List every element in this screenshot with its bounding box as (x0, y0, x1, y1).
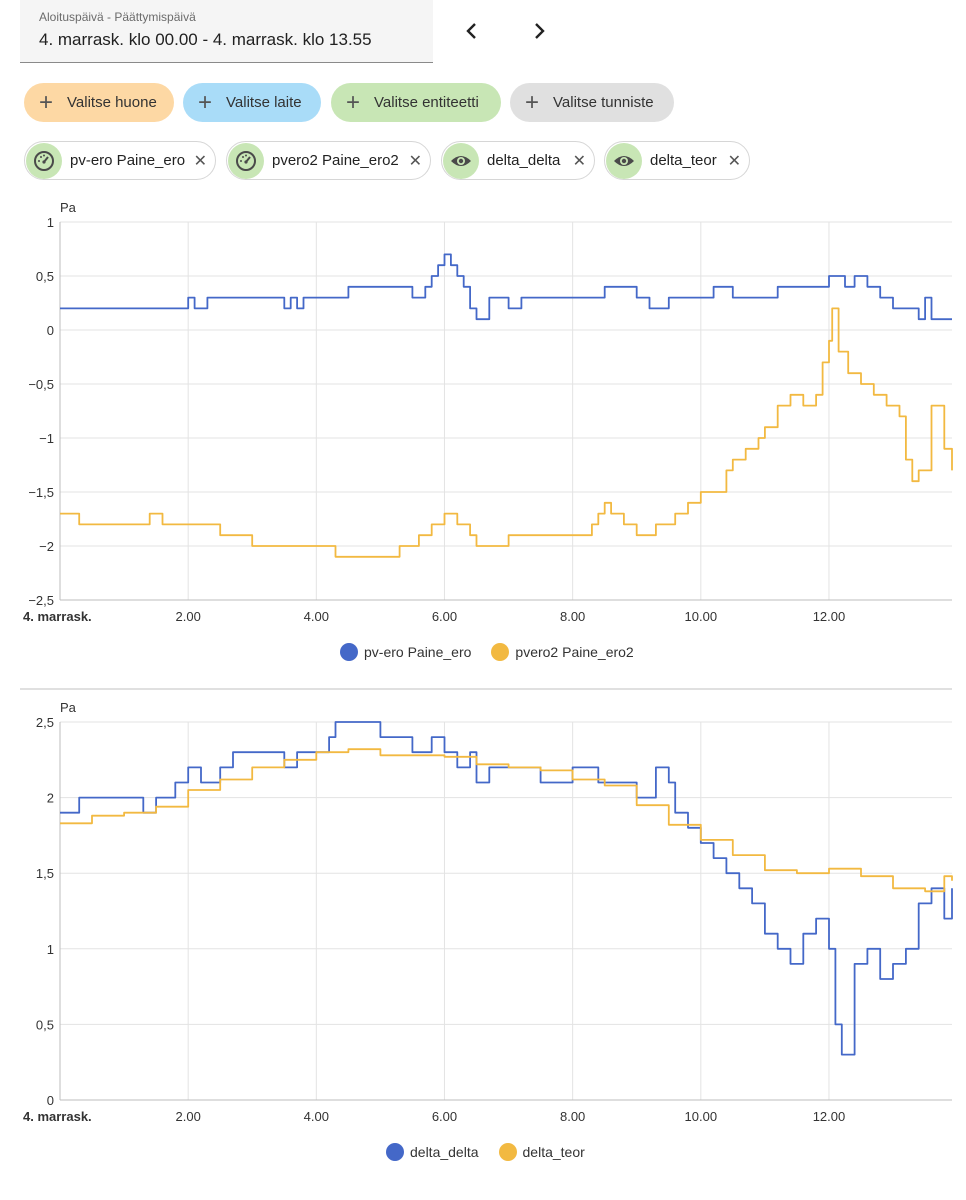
entity-label: pvero2 Paine_ero2 (272, 152, 399, 169)
close-icon[interactable]: ✕ (408, 153, 422, 170)
x-tick-label: 10.00 (685, 609, 718, 624)
gauge-icon (26, 142, 62, 179)
date-range-value: 4. marrask. klo 00.00 - 4. marrask. klo … (39, 30, 372, 49)
series-line-2[interactable] (60, 307, 953, 558)
select-entity-chip[interactable]: + Valitse entiteetti (331, 83, 501, 122)
x-tick-label: 4. marrask. (23, 1109, 92, 1124)
y-tick-label: 0,5 (36, 269, 54, 284)
x-tick-label: 12.00 (813, 1109, 846, 1124)
select-room-chip[interactable]: + Valitse huone (24, 83, 174, 122)
x-tick-label: 2.00 (176, 609, 201, 624)
legend-swatch (340, 643, 358, 661)
plus-icon: + (524, 88, 539, 116)
selected-entity-chip[interactable]: delta_teor ✕ (604, 141, 750, 180)
y-tick-label: 1 (47, 215, 54, 230)
y-axis-title: Pa (60, 200, 77, 215)
y-tick-label: 2 (47, 791, 54, 806)
chip-label: Valitse tunniste (553, 94, 654, 111)
x-tick-label: 2.00 (176, 1109, 201, 1124)
select-label-chip[interactable]: + Valitse tunniste (510, 83, 674, 122)
previous-period-button[interactable] (455, 14, 489, 48)
x-tick-label: 8.00 (560, 1109, 585, 1124)
date-range-label: Aloituspäivä - Päättymispäivä (39, 10, 196, 24)
next-period-button[interactable] (522, 14, 556, 48)
y-tick-label: 1,5 (36, 866, 54, 881)
eye-icon (443, 142, 479, 179)
selected-entity-chip[interactable]: delta_delta ✕ (441, 141, 595, 180)
chip-label: Valitse huone (67, 94, 157, 111)
plus-icon: + (197, 88, 212, 116)
y-tick-label: 0 (47, 1093, 54, 1108)
x-tick-label: 6.00 (432, 1109, 457, 1124)
pressure-difference-chart: Pa 1 0,5 0 −0,5 −1 −1,5 −2 −2,54. marrask. 2.00 4.… (23, 200, 953, 624)
y-tick-label: −1,5 (28, 485, 54, 500)
gauge-icon (228, 142, 264, 179)
y-tick-label: 0,5 (36, 1017, 54, 1032)
chip-label: Valitse laite (226, 94, 302, 111)
select-device-chip[interactable]: + Valitse laite (183, 83, 321, 122)
x-tick-label: 4.00 (304, 1109, 329, 1124)
legend-label: delta_teor (522, 1144, 585, 1160)
legend-swatch (491, 643, 510, 661)
y-tick-label: 1 (47, 942, 54, 957)
plus-icon: + (345, 88, 360, 116)
x-tick-label: 6.00 (432, 609, 457, 624)
chevron-right-icon (535, 23, 545, 39)
series-line-1[interactable] (60, 253, 952, 321)
y-tick-label: −0,5 (28, 377, 54, 392)
legend-swatch (386, 1143, 404, 1161)
close-icon[interactable]: ✕ (193, 153, 207, 170)
x-tick-label: 8.00 (560, 609, 585, 624)
entity-label: pv-ero Paine_ero (70, 152, 186, 169)
legend-item[interactable]: pv-ero Paine_ero (340, 643, 471, 661)
eye-icon (606, 142, 642, 179)
section-divider (20, 688, 952, 690)
legend-item[interactable]: delta_teor (498, 1143, 585, 1161)
y-tick-label: 0 (47, 323, 54, 338)
series-line-1[interactable] (60, 721, 953, 1056)
delta-chart: Pa 2,5 2 1,5 1 0,5 04. marrask. 2.00 4.00 6.00 8.0… (23, 700, 953, 1124)
selected-entity-chip[interactable]: pvero2 Paine_ero2 ✕ (226, 141, 431, 180)
chart-legend: delta_delta delta_teor (386, 1143, 599, 1161)
x-tick-label: 12.00 (813, 609, 846, 624)
y-axis-title: Pa (60, 700, 77, 715)
legend-item[interactable]: delta_delta (386, 1143, 479, 1161)
y-tick-label: −2,5 (28, 593, 54, 608)
chevron-left-icon (466, 23, 476, 39)
y-tick-label: −2 (39, 539, 54, 554)
y-tick-label: 2,5 (36, 715, 54, 730)
x-tick-label: 4.00 (304, 609, 329, 624)
legend-label: delta_delta (410, 1144, 479, 1160)
legend-swatch (498, 1143, 517, 1161)
entity-label: delta_delta (487, 152, 561, 169)
y-tick-label: −1 (39, 431, 54, 446)
selected-entity-chip[interactable]: pv-ero Paine_ero ✕ (24, 141, 216, 180)
chip-label: Valitse entiteetti (374, 94, 479, 111)
plus-icon: + (38, 88, 53, 116)
legend-label: pv-ero Paine_ero (364, 644, 472, 660)
series-line-2[interactable] (60, 748, 953, 893)
close-icon[interactable]: ✕ (727, 153, 741, 170)
legend-label: pvero2 Paine_ero2 (515, 644, 634, 660)
close-icon[interactable]: ✕ (572, 153, 586, 170)
entity-label: delta_teor (650, 152, 717, 169)
chart-legend: pv-ero Paine_ero pvero2 Paine_ero2 (340, 643, 648, 661)
legend-item[interactable]: pvero2 Paine_ero2 (491, 643, 634, 661)
x-tick-label: 4. marrask. (23, 609, 92, 624)
date-range-picker[interactable]: Aloituspäivä - Päättymispäivä 4. marrask… (20, 0, 433, 63)
x-tick-label: 10.00 (685, 1109, 718, 1124)
